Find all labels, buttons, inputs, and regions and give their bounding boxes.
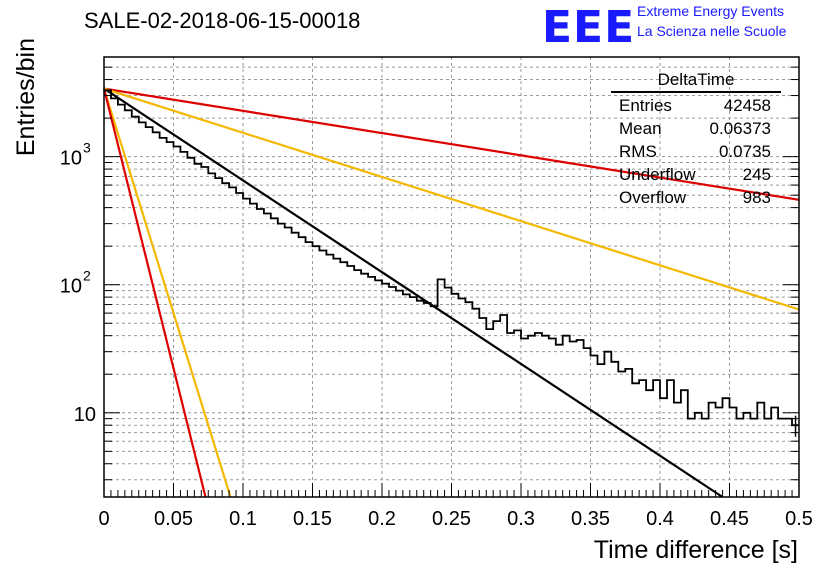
stats-row: Mean 0.06373 [611, 119, 781, 142]
stats-row: Underflow 245 [611, 165, 781, 188]
x-tick-label: 0.3 [507, 508, 535, 530]
fit-line [102, 88, 207, 498]
fit-line [103, 87, 800, 201]
x-tick-label: 0.2 [368, 508, 396, 530]
axis-ticks [103, 66, 800, 497]
y-tick-label: 10 [60, 148, 82, 170]
histogram [104, 89, 799, 437]
chart-title: SALE-02-2018-06-15-00018 [84, 8, 361, 33]
x-tick-label: 0.15 [293, 508, 332, 530]
eee-logo: EEE [542, 2, 636, 53]
x-tick-label: 0.1 [229, 508, 257, 530]
stats-row: Overflow 983 [611, 188, 781, 211]
histogram-steps [104, 89, 799, 427]
x-tick-label: 0 [98, 508, 109, 530]
fit-line [103, 87, 724, 498]
stats-row: Entries 42458 [611, 96, 781, 119]
x-tick-label: 0.5 [785, 508, 813, 530]
logo-line-2: La Scienza nelle Scuole [637, 23, 787, 39]
y-tick-exponent: 2 [83, 268, 91, 284]
grid [104, 57, 799, 497]
stats-label: Overflow [619, 188, 687, 207]
x-tick-label: 0.4 [646, 508, 674, 530]
fit-line [102, 88, 232, 498]
stats-value: 0.06373 [709, 119, 771, 138]
stats-row: RMS 0.0735 [611, 142, 781, 165]
x-axis-label: Time difference [s] [594, 536, 798, 564]
stats-value: 0.0735 [719, 142, 771, 161]
x-tick-label: 0.45 [710, 508, 749, 530]
x-tick-labels: 0 0.05 0.1 0.15 0.2 0.25 0.3 0.35 0.4 0.45 0.5 [98, 508, 812, 530]
stats-box: DeltaTime Entries 42458 Mean 0.06373 RMS… [611, 70, 781, 211]
stats-value: 42458 [723, 96, 771, 115]
fit-lines [102, 87, 800, 498]
x-tick-label: 0.25 [432, 508, 471, 530]
x-tick-label: 0.05 [154, 508, 193, 530]
y-tick-exponent: 3 [83, 140, 91, 156]
stats-label: Underflow [619, 165, 696, 184]
stats-label: Entries [619, 96, 672, 115]
stats-label: Mean [619, 119, 662, 138]
stats-label: RMS [619, 142, 657, 161]
x-tick-label: 0.35 [571, 508, 610, 530]
fit-line [103, 87, 800, 311]
logo-line-1: Extreme Energy Events [637, 3, 785, 19]
stats-value: 983 [742, 188, 771, 207]
y-tick-label: 10 [60, 276, 82, 298]
y-tick-label: 10 [74, 404, 96, 426]
stats-title: DeltaTime [611, 70, 781, 93]
stats-value: 245 [742, 165, 771, 184]
y-axis-label: Entries/bin [12, 38, 40, 156]
